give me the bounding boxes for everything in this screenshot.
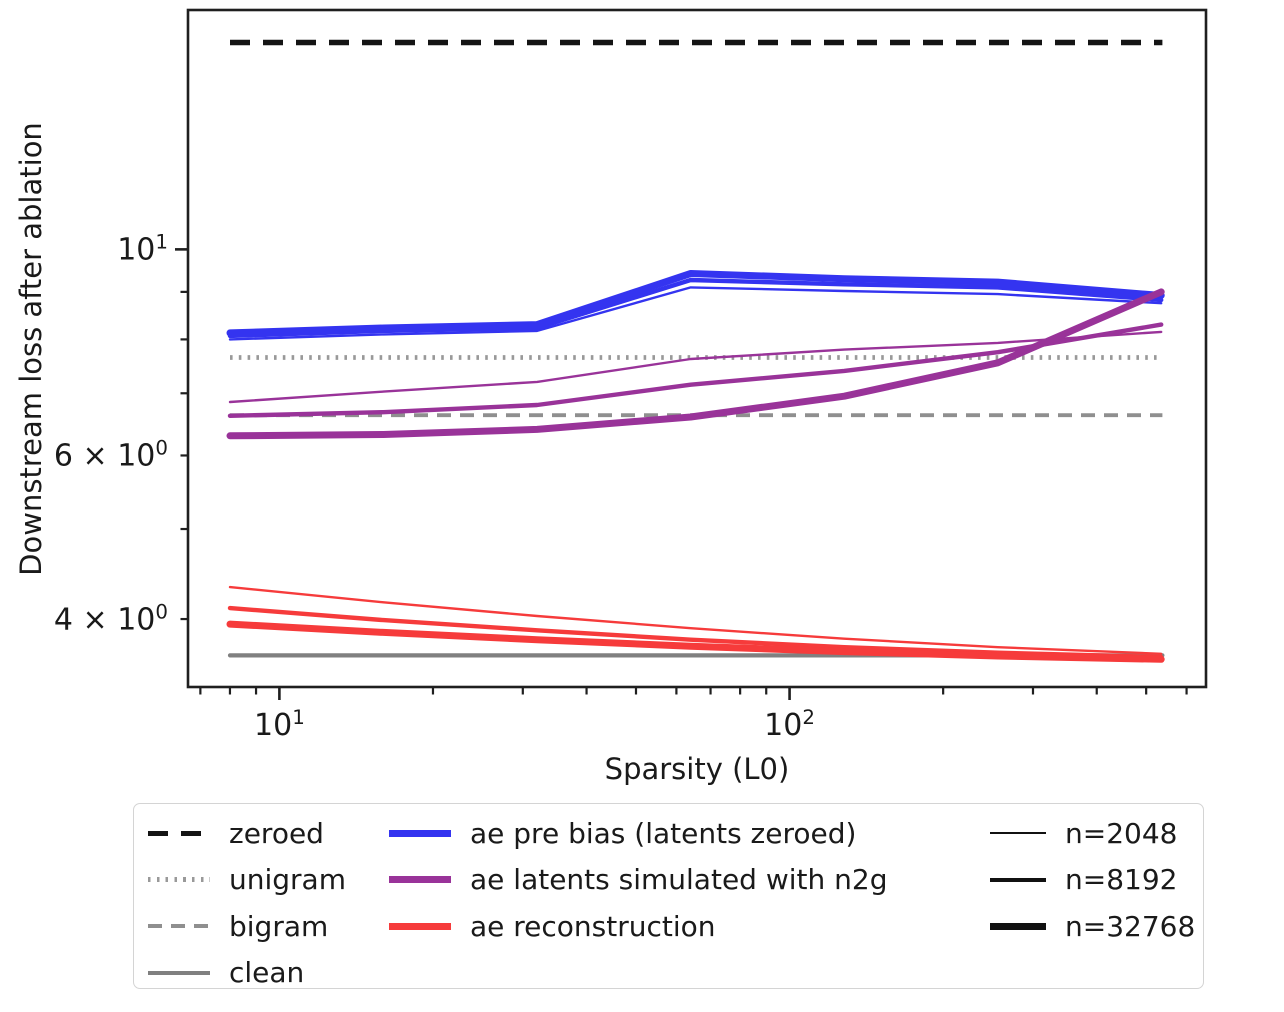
series-purple-n2048 <box>228 330 1163 404</box>
legend-label: bigram <box>229 909 329 943</box>
zeroed-line-swatch <box>148 830 210 836</box>
y-tick-label: 4 × 100 <box>53 600 168 638</box>
legend-item-n8192: n=8192 <box>990 857 1195 904</box>
legend-label: n=8192 <box>1065 863 1178 897</box>
red-line-swatch <box>389 922 451 930</box>
legend-label: ae reconstruction <box>470 909 716 943</box>
x-tick-label: 102 <box>764 706 815 743</box>
blue-line-swatch <box>389 829 451 837</box>
y-tick-label: 101 <box>117 230 168 268</box>
clean-line-swatch <box>148 970 210 975</box>
legend-box: zeroed unigram bigram clean ae pre bias … <box>133 803 1204 989</box>
series-purple-n32768 <box>226 288 1165 440</box>
legend-item-ae-reconstruction: ae reconstruction <box>389 903 887 950</box>
series-red-n32768 <box>226 620 1165 663</box>
legend-label: n=2048 <box>1065 816 1178 850</box>
legend-label: n=32768 <box>1065 909 1196 943</box>
thin-line-swatch <box>990 832 1046 835</box>
plot-area <box>175 8 1208 700</box>
legend-item-n2048: n=2048 <box>990 810 1195 857</box>
legend-item-zeroed: zeroed <box>148 810 346 857</box>
medium-line-swatch <box>990 877 1046 882</box>
series-purple-n8192 <box>227 322 1164 418</box>
legend-label: unigram <box>229 863 346 897</box>
legend-label: ae pre bias (latents zeroed) <box>470 816 857 850</box>
legend-label: clean <box>229 956 305 990</box>
series-red-n2048 <box>228 585 1163 655</box>
x-tick-label: 101 <box>254 706 305 743</box>
x-axis-label: Sparsity (L0) <box>604 752 790 786</box>
bigram-line-swatch <box>148 924 210 929</box>
y-tick-label: 6 × 100 <box>53 436 168 474</box>
series-blue-n32768 <box>226 270 1165 337</box>
legend-item-n32768: n=32768 <box>990 903 1195 950</box>
axes-spines <box>186 8 1208 689</box>
legend-item-unigram: unigram <box>148 857 346 904</box>
legend-item-ae-latents-n2g: ae latents simulated with n2g <box>389 857 887 904</box>
series-blue-n2048 <box>228 286 1163 341</box>
legend-item-bigram: bigram <box>148 903 346 950</box>
legend-item-clean: clean <box>148 950 346 997</box>
legend-item-ae-pre-bias: ae pre bias (latents zeroed) <box>389 810 887 857</box>
purple-line-swatch <box>389 876 451 884</box>
unigram-line-swatch <box>148 877 210 883</box>
y-axis-label: Downstream loss after ablation <box>14 122 48 576</box>
legend-label: ae latents simulated with n2g <box>470 863 888 897</box>
thick-line-swatch <box>990 922 1046 930</box>
legend-label: zeroed <box>229 816 324 850</box>
